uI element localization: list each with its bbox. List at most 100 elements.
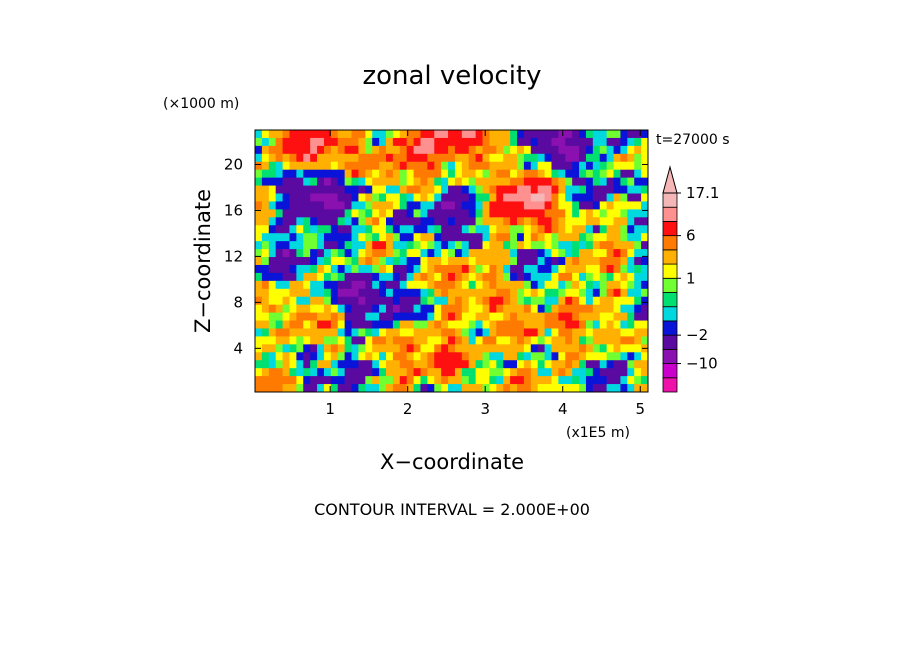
field-cell xyxy=(489,185,497,195)
field-cell xyxy=(613,336,622,345)
field-cell xyxy=(620,384,628,392)
field-cell xyxy=(296,249,304,258)
field-cell xyxy=(468,153,477,163)
field-cell xyxy=(627,312,635,322)
field-cell xyxy=(572,312,580,322)
field-cell xyxy=(282,217,291,226)
field-cell xyxy=(579,193,587,203)
field-cell xyxy=(468,249,477,258)
field-cell xyxy=(379,312,387,322)
field-cell xyxy=(620,161,628,171)
field-cell xyxy=(613,241,622,250)
field-cell xyxy=(330,193,339,203)
field-cell xyxy=(613,161,622,171)
field-cell xyxy=(585,344,594,353)
field-cell xyxy=(599,185,608,195)
field-cell xyxy=(420,296,428,306)
field-cell xyxy=(337,145,346,155)
field-cell xyxy=(592,161,601,171)
field-cell xyxy=(620,193,628,203)
field-cell xyxy=(482,304,491,314)
field-cell xyxy=(503,241,511,250)
field-cell xyxy=(427,153,435,163)
field-cell xyxy=(537,137,546,147)
field-cell xyxy=(365,145,373,155)
field-cell xyxy=(441,304,449,314)
field-cell xyxy=(310,177,318,187)
field-cell xyxy=(317,225,325,234)
field-cell xyxy=(579,336,587,345)
field-cell xyxy=(592,177,601,187)
field-cell xyxy=(613,217,622,226)
field-cell xyxy=(585,145,594,155)
field-cell xyxy=(565,153,573,163)
field-cell xyxy=(413,225,422,234)
field-cell xyxy=(282,264,291,274)
field-cell xyxy=(434,130,442,139)
field-cell xyxy=(344,360,353,369)
field-cell xyxy=(572,384,580,392)
field-cell xyxy=(434,177,442,187)
field-cell xyxy=(544,153,553,163)
field-cell xyxy=(268,145,277,155)
field-cell xyxy=(503,130,511,139)
field-cell xyxy=(585,217,594,226)
field-cell xyxy=(310,288,318,298)
field-cell xyxy=(537,336,546,345)
field-cell xyxy=(558,368,566,377)
field-cell xyxy=(427,161,435,171)
field-cell xyxy=(620,209,628,218)
field-cell xyxy=(337,264,346,274)
field-cell xyxy=(275,296,284,306)
field-cell xyxy=(255,328,263,338)
field-cell xyxy=(365,225,373,234)
field-cell xyxy=(296,272,304,282)
field-cell xyxy=(579,368,587,377)
field-cell xyxy=(544,264,553,274)
field-cell xyxy=(551,384,559,392)
field-cell xyxy=(475,233,484,242)
field-cell xyxy=(358,312,366,322)
field-cell xyxy=(537,185,546,195)
field-cell xyxy=(413,352,422,361)
field-cell xyxy=(303,233,311,242)
field-cell xyxy=(255,288,263,298)
field-cell xyxy=(386,241,394,250)
field-cell xyxy=(427,296,435,306)
field-cell xyxy=(475,376,484,385)
field-cell xyxy=(468,137,477,147)
field-cell xyxy=(310,225,318,234)
colorbar-swatch xyxy=(662,377,678,393)
field-cell xyxy=(537,368,546,377)
field-cell xyxy=(365,352,373,361)
field-cell xyxy=(337,280,346,290)
field-cell xyxy=(496,384,504,392)
field-cell xyxy=(599,209,608,218)
field-cell xyxy=(358,288,366,298)
field-cell xyxy=(372,304,380,314)
field-cell xyxy=(530,249,539,258)
field-cell xyxy=(392,209,401,218)
field-cell xyxy=(255,296,263,306)
field-cell xyxy=(448,217,456,226)
field-cell xyxy=(344,161,353,171)
field-cell xyxy=(351,169,360,179)
field-cell xyxy=(627,217,635,226)
field-cell xyxy=(461,145,470,155)
field-cell xyxy=(620,280,628,290)
field-cell xyxy=(392,344,401,353)
field-cell xyxy=(351,201,360,210)
field-cell xyxy=(627,193,635,203)
field-cell xyxy=(344,233,353,242)
field-cell xyxy=(530,320,539,330)
field-cell xyxy=(379,145,387,155)
field-cell xyxy=(468,296,477,306)
field-cell xyxy=(503,352,511,361)
field-cell xyxy=(289,153,297,163)
field-cell xyxy=(323,130,332,139)
field-cell xyxy=(461,161,470,171)
field-cell xyxy=(317,161,325,171)
field-cell xyxy=(489,201,497,210)
field-cell xyxy=(606,241,615,250)
field-cell xyxy=(420,169,428,179)
